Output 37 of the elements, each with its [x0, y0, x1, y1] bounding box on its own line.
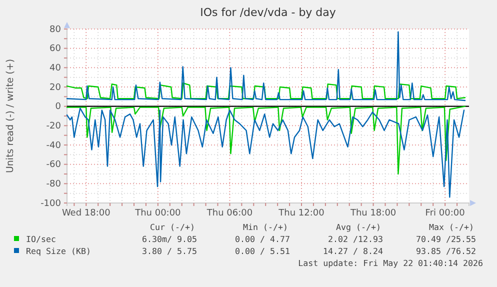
text: Min (-/+): [243, 222, 288, 232]
text: Cur (-/+): [150, 222, 195, 232]
x-tick-label: Wed 18:00: [62, 208, 111, 218]
line-series: [66, 31, 466, 102]
text: 70.49 /25.55: [416, 234, 476, 244]
y-tick-label: 40: [50, 64, 62, 74]
y-tick-label: -60: [46, 160, 62, 170]
y-tick-label: 80: [50, 24, 62, 35]
y-tick-label: 60: [50, 44, 62, 54]
text: 0.00 / 5.51: [235, 246, 290, 256]
line-series: [66, 106, 466, 175]
text: 2.02 /12.93: [328, 234, 383, 244]
y-tick-label: 0: [55, 102, 62, 112]
legend-label: Req Size (KB): [26, 246, 91, 256]
text: 14.27 / 8.24: [323, 246, 383, 256]
x-tick-label: Fri 00:00: [425, 208, 466, 218]
text: 3.80 / 5.75: [142, 246, 197, 256]
chart-title: IOs for /dev/vda - by day: [200, 6, 336, 19]
line-series: [66, 108, 465, 198]
text: Last update: Fri May 22 01:40:14 2026: [298, 258, 483, 268]
x-tick-label: Thu 18:00: [349, 208, 396, 218]
y-tick-label: 20: [50, 82, 62, 93]
text: 0.00 / 4.77: [235, 234, 290, 244]
y-tick-label: -80: [46, 180, 62, 190]
x-tick-label: Thu 06:00: [206, 208, 253, 218]
y-axis-title: Units read (-) / write (+): [5, 58, 16, 174]
legend-label: IO/sec: [26, 234, 56, 244]
text: Avg (-/+): [336, 222, 381, 232]
x-tick-label: Thu 12:00: [278, 208, 325, 218]
y-tick-label: -40: [46, 140, 62, 151]
x-tick-label: Thu 00:00: [134, 208, 182, 218]
line-series: [66, 82, 466, 100]
y-tick-label: -20: [46, 122, 62, 132]
y-tick-label: -100: [40, 198, 62, 209]
text: 6.30m/ 9.05: [142, 234, 197, 244]
text: 93.85 /76.52: [416, 246, 476, 256]
text: Max (-/+): [429, 222, 474, 232]
